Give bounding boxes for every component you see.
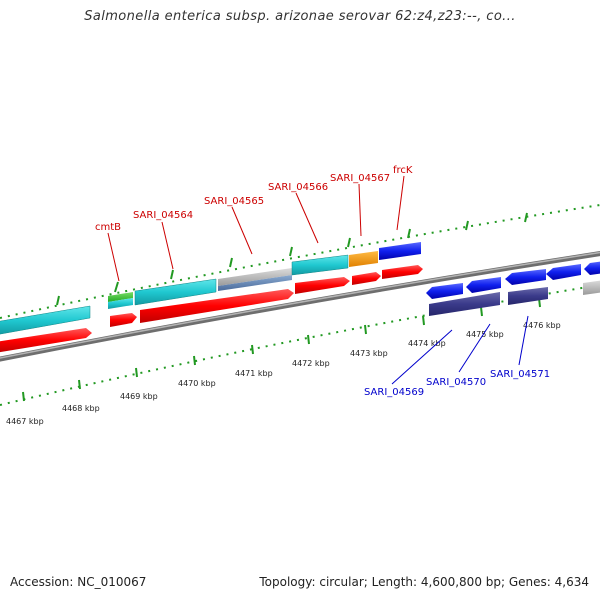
- scale-label: 4476 kbp: [523, 321, 561, 330]
- gene-feature: [583, 280, 600, 295]
- gene-feature: [291, 254, 349, 276]
- forward-upper-row[interactable]: [0, 242, 421, 335]
- gene-feature: [108, 298, 133, 309]
- reverse-genes[interactable]: [426, 261, 600, 316]
- gene-feature: [508, 287, 548, 305]
- scale-label: 4469 kbp: [120, 392, 158, 401]
- gene-label: SARI_04564: [133, 210, 193, 221]
- scale-label: 4475 kbp: [466, 330, 504, 339]
- gene-feature: [382, 265, 423, 279]
- gene-label: SARI_04565: [204, 196, 264, 207]
- gene-label: cmtB: [95, 222, 121, 233]
- gene-feature: [584, 261, 600, 275]
- gene-feature: [349, 251, 378, 267]
- gene-label: SARI_04570: [426, 377, 486, 388]
- scale-label: 4474 kbp: [408, 339, 446, 348]
- gene-feature: [140, 289, 294, 323]
- gene-feature: [218, 268, 292, 286]
- gene-feature: [108, 292, 133, 302]
- gene-feature: [429, 292, 500, 316]
- forward-gene-labels: cmtB SARI_04564 SARI_04565 SARI_04566 SA…: [95, 165, 413, 282]
- scale-labels: 4467 kbp 4468 kbp 4469 kbp 4470 kbp 4471…: [6, 321, 561, 426]
- gene-feature: [426, 283, 463, 299]
- gene-label: SARI_04566: [268, 182, 328, 193]
- gene-feature: [134, 278, 217, 306]
- scale-label: 4470 kbp: [178, 379, 216, 388]
- gene-feature: [110, 313, 137, 327]
- accession-label: Accession: NC_010067: [10, 575, 147, 589]
- upper-tick-arc: [0, 204, 600, 319]
- scale-label: 4468 kbp: [62, 404, 100, 413]
- gene-label: SARI_04567: [330, 173, 390, 184]
- gene-label: SARI_04571: [490, 369, 550, 380]
- gene-feature: [546, 264, 581, 280]
- gene-feature: [0, 328, 92, 353]
- scale-label: 4471 kbp: [235, 369, 273, 378]
- topology-summary: Topology: circular; Length: 4,600,800 bp…: [259, 575, 589, 589]
- gene-feature: [379, 242, 421, 260]
- gene-feature: [218, 275, 292, 291]
- map-title: Salmonella enterica subsp. arizonae sero…: [84, 9, 516, 24]
- scale-label: 4472 kbp: [292, 359, 330, 368]
- reverse-gene-labels: SARI_04569 SARI_04570 SARI_04571: [364, 315, 550, 398]
- gene-feature: [505, 269, 546, 285]
- gene-feature: [352, 272, 381, 285]
- gene-feature: [295, 277, 350, 294]
- scale-label: 4473 kbp: [350, 349, 388, 358]
- gene-feature: [466, 277, 501, 293]
- backbone: [0, 251, 600, 362]
- scale-label: 4467 kbp: [6, 417, 44, 426]
- gene-label: SARI_04569: [364, 387, 424, 398]
- gene-feature: [0, 305, 91, 335]
- gene-label: frcK: [393, 165, 413, 176]
- forward-lower-row[interactable]: [0, 265, 423, 353]
